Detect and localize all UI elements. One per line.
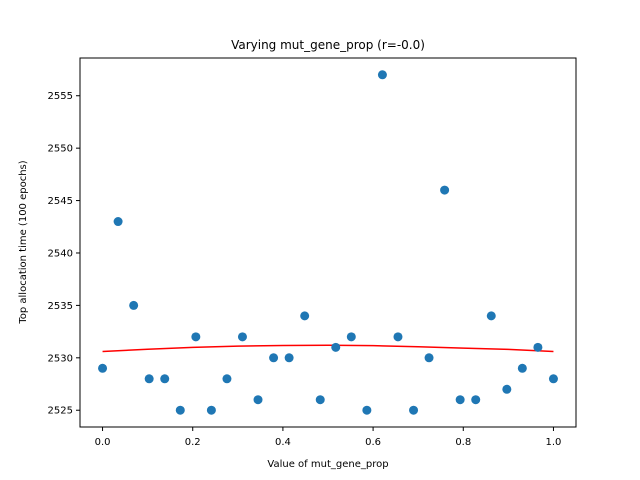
data-point — [253, 395, 263, 405]
data-point — [144, 374, 154, 384]
plot-frame — [79, 57, 577, 428]
data-point — [362, 405, 372, 415]
y-tick-label: 2530 — [48, 353, 73, 364]
y-tick-label: 2535 — [48, 301, 73, 312]
data-point — [222, 374, 232, 384]
x-tick-label: 0.2 — [185, 437, 201, 448]
x-tick-label: 0.6 — [365, 437, 381, 448]
data-point — [393, 332, 403, 342]
data-point — [440, 185, 450, 195]
fit-line — [102, 344, 554, 353]
data-point — [331, 342, 341, 352]
data-point — [160, 374, 170, 384]
x-tick-label: 0.0 — [95, 437, 111, 448]
data-point — [175, 405, 185, 415]
data-point — [548, 374, 558, 384]
data-point — [269, 353, 279, 363]
x-axis-label: Value of mut_gene_prop — [267, 459, 388, 470]
y-tick-label: 2550 — [48, 144, 73, 155]
chart-title: Varying mut_gene_prop (r=-0.0) — [231, 38, 425, 52]
y-tick-label: 2540 — [48, 248, 73, 259]
data-point — [502, 384, 512, 394]
y-tick-label: 2555 — [48, 91, 73, 102]
data-point — [486, 311, 496, 321]
data-point — [315, 395, 325, 405]
data-point — [424, 353, 434, 363]
x-tick-label: 1.0 — [546, 437, 562, 448]
plot-area — [80, 58, 576, 427]
y-tick-label: 2525 — [48, 406, 73, 417]
y-tick-label: 2545 — [48, 196, 73, 207]
data-point — [191, 332, 201, 342]
data-point — [533, 342, 543, 352]
fit-line-layer — [102, 344, 554, 353]
data-point — [300, 311, 310, 321]
y-axis-ticks: 2525 2530 2535 2540 2545 2550 2555 — [48, 91, 80, 417]
y-axis-label: Top allocation time (100 epochs) — [18, 160, 29, 324]
data-point — [346, 332, 356, 342]
data-point — [129, 300, 139, 310]
data-point — [471, 395, 481, 405]
data-point — [113, 217, 123, 227]
data-point — [409, 405, 419, 415]
data-point — [455, 395, 465, 405]
x-tick-label: 0.8 — [455, 437, 471, 448]
points-layer — [98, 70, 558, 415]
x-tick-label: 0.4 — [275, 437, 291, 448]
x-axis-ticks: 0.0 0.2 0.4 0.6 0.8 1.0 — [95, 427, 562, 448]
data-point — [98, 363, 108, 373]
data-point — [237, 332, 247, 342]
data-point — [206, 405, 216, 415]
data-point — [377, 70, 387, 80]
data-point — [284, 353, 294, 363]
data-point — [517, 363, 527, 373]
